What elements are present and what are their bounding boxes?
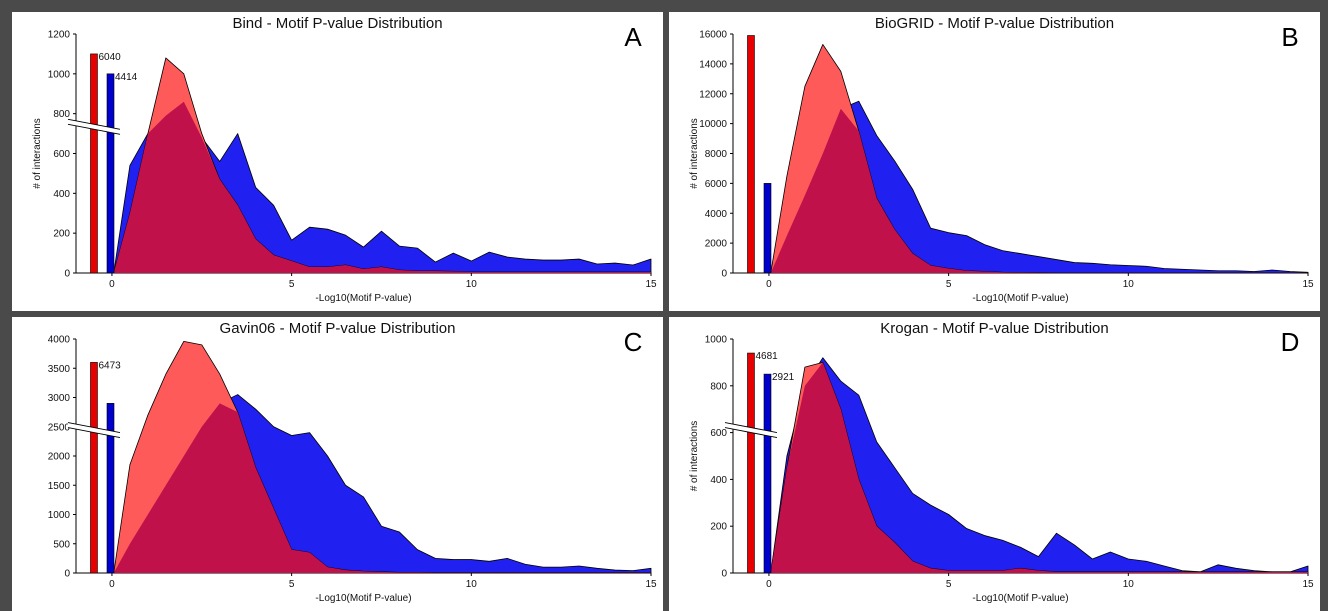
- y-axis-label: # of interactions: [32, 118, 43, 189]
- x-axis-label: -Log10(Motif P-value): [972, 593, 1068, 604]
- y-tick-label: 1000: [48, 69, 71, 80]
- x-tick-label: 0: [109, 579, 115, 590]
- x-tick-label: 15: [645, 579, 657, 590]
- x-tick-label: 10: [466, 279, 478, 290]
- y-tick-label: 600: [53, 149, 70, 160]
- y-tick-label: 14000: [699, 59, 727, 70]
- y-tick-label: 200: [53, 229, 70, 240]
- x-tick-label: 5: [946, 579, 952, 590]
- y-tick-label: 3500: [48, 364, 71, 375]
- y-tick-label: 4000: [705, 209, 728, 220]
- y-tick-label: 0: [64, 269, 70, 280]
- chart-panel-b: BioGRID - Motif P-value Distribution B 0 20…: [669, 12, 1320, 311]
- x-tick-label: 5: [946, 279, 952, 290]
- y-tick-label: 600: [710, 428, 727, 439]
- bar-label-red: 4681: [755, 351, 778, 362]
- y-tick-label: 0: [721, 569, 727, 580]
- y-tick-label: 16000: [699, 30, 727, 41]
- series-blue-area: [770, 357, 1309, 574]
- x-tick-label: 15: [1302, 579, 1314, 590]
- x-tick-label: 5: [289, 579, 295, 590]
- bar-label-red: 6040: [98, 52, 121, 63]
- axis-break-line: [724, 427, 778, 439]
- x-axis-label: -Log10(Motif P-value): [315, 593, 411, 604]
- bar-label-red: 6473: [98, 360, 121, 371]
- x-axis-label: -Log10(Motif P-value): [315, 293, 411, 304]
- zero-bar-red: [90, 53, 98, 274]
- y-tick-label: 200: [710, 522, 727, 533]
- bar-label-blue: 4414: [115, 72, 138, 83]
- y-axis-label: # of interactions: [689, 421, 700, 492]
- chart-title: BioGRID - Motif P-value Distribution: [875, 15, 1114, 32]
- chart-title: Bind - Motif P-value Distribution: [232, 15, 442, 32]
- y-tick-label: 1500: [48, 481, 71, 492]
- zero-bar-blue: [106, 403, 115, 574]
- panel-letter: C: [624, 327, 643, 357]
- y-tick-label: 2000: [705, 239, 728, 250]
- zero-bar-red: [747, 35, 755, 274]
- y-tick-label: 6000: [705, 179, 728, 190]
- y-tick-label: 400: [53, 189, 70, 200]
- y-tick-label: 500: [53, 539, 70, 550]
- zero-bar-red: [747, 352, 755, 574]
- series-blue-area: [770, 100, 1309, 274]
- axis-break-gap: [68, 422, 120, 438]
- zero-bar-blue: [763, 183, 772, 274]
- y-axis-label: # of interactions: [689, 118, 700, 189]
- chart-svg-a: Bind - Motif P-value Distribution A 0 200 40…: [32, 15, 657, 304]
- y-tick-label: 10000: [699, 119, 727, 130]
- y-tick-label: 2500: [48, 422, 71, 433]
- x-tick-label: 10: [466, 579, 478, 590]
- chart-svg-c: Gavin06 - Motif P-value Distribution C050…: [48, 320, 657, 604]
- y-tick-label: 1000: [48, 510, 71, 521]
- axis-break-line: [67, 427, 121, 439]
- x-tick-label: 15: [645, 279, 657, 290]
- bar-label-blue: 2921: [772, 372, 795, 383]
- x-tick-label: 0: [766, 579, 772, 590]
- chart-title: Gavin06 - Motif P-value Distribution: [220, 320, 456, 337]
- y-tick-label: 0: [721, 269, 727, 280]
- chart-panel-a: Bind - Motif P-value Distribution A 0 200 40…: [12, 12, 663, 311]
- panel-letter: D: [1281, 327, 1300, 357]
- zero-bar-blue: [763, 373, 772, 574]
- axis-break-line: [67, 422, 121, 434]
- zero-bar-red: [90, 362, 98, 574]
- y-tick-label: 800: [53, 109, 70, 120]
- axis-break-line: [67, 118, 121, 130]
- series-overlap-area: [770, 108, 1308, 273]
- x-tick-label: 10: [1123, 279, 1135, 290]
- y-tick-label: 12000: [699, 89, 727, 100]
- series-overlap-area: [770, 362, 1308, 573]
- x-tick-label: 10: [1123, 579, 1135, 590]
- y-tick-label: 1200: [48, 30, 71, 41]
- y-tick-label: 8000: [705, 149, 728, 160]
- y-tick-label: 0: [64, 569, 70, 580]
- series-overlap-area: [113, 403, 651, 573]
- y-tick-label: 3000: [48, 393, 71, 404]
- panel-letter: B: [1281, 22, 1298, 52]
- chart-title: Krogan - Motif P-value Distribution: [880, 320, 1108, 337]
- y-tick-label: 4000: [48, 335, 71, 346]
- x-tick-label: 15: [1302, 279, 1314, 290]
- x-axis-label: -Log10(Motif P-value): [972, 293, 1068, 304]
- axis-break-line: [67, 123, 121, 135]
- axis-break-line: [724, 422, 778, 434]
- chart-svg-d: Krogan - Motif P-value Distribution D 0 200…: [689, 320, 1314, 604]
- y-tick-label: 400: [710, 475, 727, 486]
- series-overlap-area: [113, 101, 651, 273]
- y-tick-label: 1000: [705, 335, 728, 346]
- chart-panel-c: Gavin06 - Motif P-value Distribution C 0 50…: [12, 317, 663, 611]
- panel-letter: A: [624, 22, 642, 52]
- x-tick-label: 0: [109, 279, 115, 290]
- chart-svg-b: BioGRID - Motif P-value Distribution B 0 20…: [689, 15, 1314, 304]
- y-tick-label: 800: [710, 381, 727, 392]
- axis-break-gap: [68, 119, 120, 135]
- y-tick-label: 2000: [48, 452, 71, 463]
- chart-panel-d: Krogan - Motif P-value Distribution D 0 200…: [669, 317, 1320, 611]
- x-tick-label: 5: [289, 279, 295, 290]
- zero-bar-blue: [106, 73, 115, 274]
- x-tick-label: 0: [766, 279, 772, 290]
- axis-break-gap: [725, 422, 777, 438]
